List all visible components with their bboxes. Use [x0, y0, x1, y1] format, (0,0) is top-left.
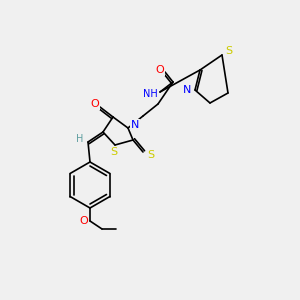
Text: N: N — [131, 120, 139, 130]
Text: O: O — [80, 216, 88, 226]
Text: O: O — [91, 99, 99, 109]
Text: N: N — [183, 85, 191, 95]
Text: S: S — [110, 147, 118, 157]
Text: S: S — [225, 46, 233, 56]
Text: NH: NH — [143, 89, 158, 99]
Text: O: O — [156, 65, 164, 75]
Text: S: S — [147, 150, 155, 160]
Text: H: H — [76, 134, 84, 144]
